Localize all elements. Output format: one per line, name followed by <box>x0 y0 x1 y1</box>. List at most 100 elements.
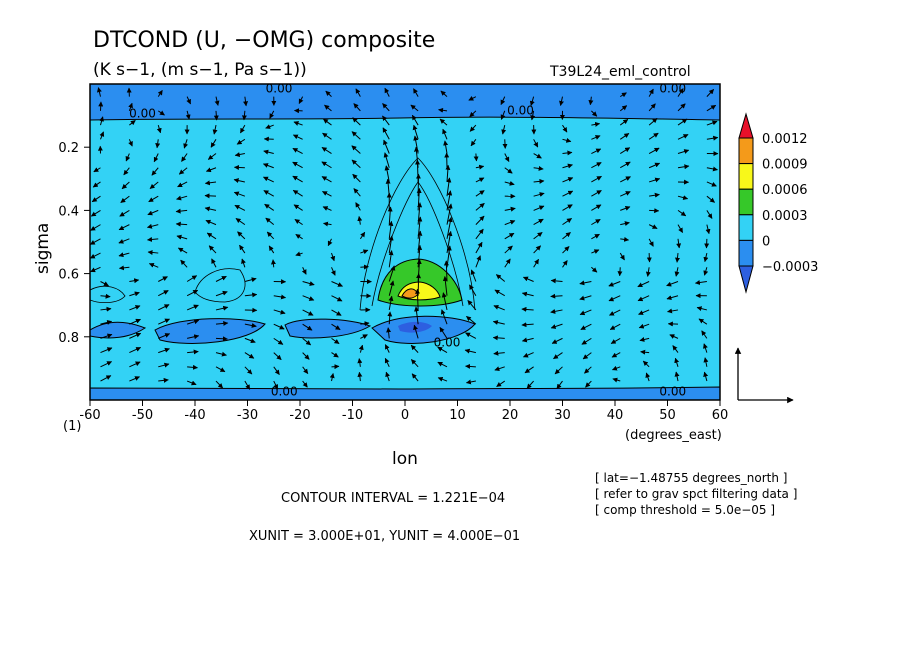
contour-label: 0.00 <box>271 385 298 399</box>
wind-vector <box>648 238 654 247</box>
wind-vector <box>410 344 419 353</box>
wind-vector <box>244 323 257 328</box>
wind-vector <box>148 195 159 203</box>
wind-vector <box>550 278 563 284</box>
wind-vector <box>273 323 285 330</box>
wind-vector <box>388 295 394 311</box>
wind-vector <box>413 88 419 97</box>
wind-vector <box>468 95 477 101</box>
wind-vector <box>351 131 361 140</box>
wind-vector <box>562 124 568 133</box>
colorbar-label: 0.0012 <box>762 132 808 147</box>
wind-vector <box>153 153 159 163</box>
wind-vector <box>562 163 573 169</box>
wind-vector <box>473 153 479 162</box>
wind-vector <box>384 344 390 353</box>
wind-vector <box>703 371 709 382</box>
wind-vector <box>265 217 275 226</box>
wind-vector <box>413 324 419 339</box>
colorbar-segment <box>738 214 754 241</box>
wind-vector <box>205 167 217 173</box>
negative-band-top <box>90 84 720 121</box>
wind-vector <box>215 336 228 342</box>
wind-vector <box>495 274 506 282</box>
wind-vector <box>321 161 332 169</box>
contour-label: 0.00 <box>434 336 461 350</box>
wind-vector <box>244 380 251 390</box>
y-axis-label: sigma <box>33 223 53 274</box>
wind-vector <box>612 377 621 383</box>
wind-vector <box>677 164 690 170</box>
x-tick-label: 20 <box>502 408 519 423</box>
wind-vector <box>533 165 544 171</box>
wind-vector <box>446 190 453 211</box>
wind-vector <box>355 88 361 97</box>
wind-vector <box>157 110 165 116</box>
y-axis: 0.2 0.4 0.6 0.8 <box>58 141 90 346</box>
wind-vector <box>270 259 276 268</box>
chart-subtitle: (K s−1, (m s−1, Pa s−1)) <box>93 60 307 80</box>
wind-vector <box>273 294 287 300</box>
colorbar-label: 0.0009 <box>762 158 808 173</box>
wind-vector <box>703 252 709 263</box>
wind-vector <box>158 377 169 383</box>
wind-vector <box>262 163 274 169</box>
wind-vector <box>619 252 625 261</box>
wind-vector <box>383 152 390 168</box>
wind-vector <box>353 188 361 197</box>
wind-vector <box>522 276 534 282</box>
wind-vector <box>504 232 515 240</box>
wind-vector <box>701 330 708 339</box>
wind-vector <box>151 167 159 176</box>
wind-vector <box>439 326 448 339</box>
wind-vector <box>475 164 485 170</box>
wind-vector <box>244 366 253 375</box>
wind-vector <box>158 347 170 354</box>
wind-vector <box>295 251 303 257</box>
wind-vector <box>554 366 563 375</box>
wind-vector <box>129 305 141 311</box>
wind-vector <box>475 228 484 240</box>
wind-vector <box>186 289 199 297</box>
wind-vector <box>608 281 621 287</box>
wind-vector <box>244 337 256 344</box>
wind-vector <box>324 104 332 112</box>
wind-vector <box>619 133 630 140</box>
wind-vector <box>129 376 140 382</box>
wind-vector <box>90 209 101 217</box>
wind-vector <box>620 161 631 169</box>
wind-vector <box>233 191 246 197</box>
wind-vector <box>521 337 534 343</box>
wind-vector <box>322 118 332 126</box>
wind-vector <box>500 110 506 120</box>
wind-vector <box>475 190 485 197</box>
wind-vector <box>266 231 275 240</box>
wind-vector <box>411 373 419 382</box>
wind-vector <box>293 204 303 211</box>
wind-vector <box>382 127 390 140</box>
wind-vector <box>185 110 191 120</box>
wind-vector <box>146 223 159 229</box>
note-line-3: [ comp threshold = 5.0e−05 ] <box>595 503 775 517</box>
wind-vector <box>100 281 109 287</box>
wind-vector <box>90 238 101 245</box>
x-tick-label: 10 <box>449 408 466 423</box>
wind-vector <box>464 348 476 354</box>
wind-vector <box>331 281 343 287</box>
wind-vector <box>677 195 689 201</box>
x-tick-label: 60 <box>712 408 729 423</box>
wind-vector <box>239 244 246 254</box>
wind-vector <box>677 118 688 126</box>
colorbar-segment <box>738 239 754 267</box>
x-tick-label: -40 <box>184 408 205 423</box>
wind-vector <box>237 231 246 240</box>
wind-vector <box>475 177 485 183</box>
wind-vector <box>609 309 621 316</box>
wind-vector <box>502 139 508 149</box>
wind-vector <box>526 380 534 389</box>
wind-vector <box>521 291 534 297</box>
wind-vector <box>208 245 217 254</box>
wind-vector <box>440 90 448 98</box>
wind-vector <box>302 337 312 346</box>
plot-area: 0.00 0.00 0.00 0.00 0.00 0.00 0.00 <box>90 84 720 400</box>
